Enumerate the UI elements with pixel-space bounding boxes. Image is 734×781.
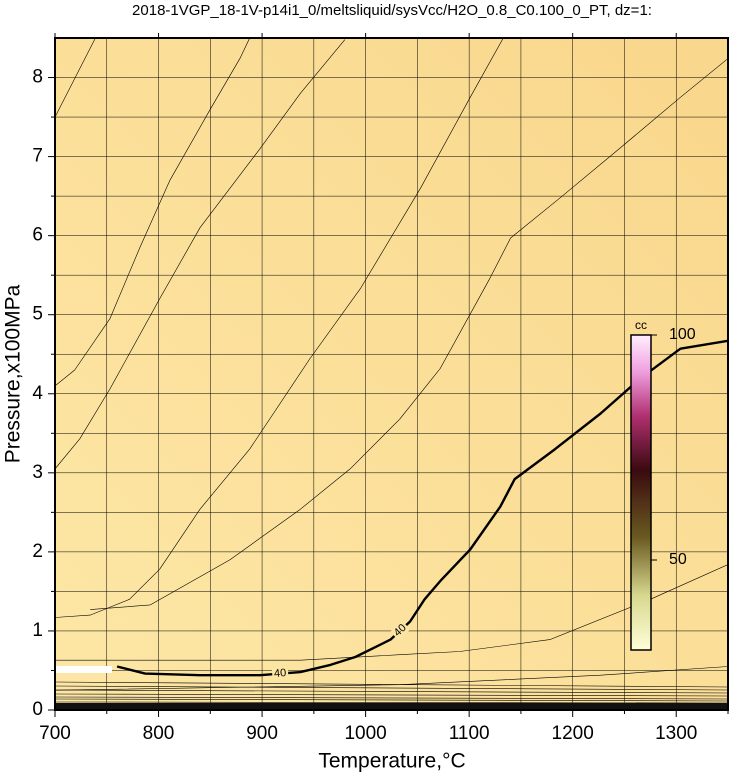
plot-background — [55, 38, 728, 710]
axes: 700 800 900 1000 1100 1200 1300 0 1 2 3 4 5 6 7 8 — [32, 33, 729, 744]
contour-label: 40 — [274, 667, 287, 680]
colorbar-label: cc — [635, 318, 647, 332]
contour-line — [55, 38, 250, 387]
y-tick-label: 2 — [32, 541, 43, 562]
colorbar: cc 50 100 — [630, 318, 696, 651]
dense-band — [55, 703, 728, 710]
contour-line — [55, 38, 504, 618]
colorbar-tick-label: 50 — [669, 551, 687, 568]
y-tick-label: 6 — [32, 225, 43, 246]
y-tick-label: 1 — [32, 620, 43, 641]
y-axis-label: Pressure,x100MPa — [2, 284, 25, 463]
y-tick-label: 8 — [32, 67, 43, 88]
x-tick-label: 1100 — [449, 723, 490, 744]
colorbar-tick-label: 100 — [669, 326, 696, 343]
contour-line — [116, 339, 728, 677]
y-tick-label: 4 — [32, 383, 43, 404]
contour-line — [55, 666, 728, 691]
low-pressure-band — [55, 666, 728, 710]
y-tick-label: 5 — [32, 304, 43, 325]
x-tick-label: 800 — [143, 723, 175, 744]
contour-label-bg — [271, 667, 289, 681]
dense-contours — [55, 681, 728, 704]
contour-label-bg — [390, 620, 411, 641]
contour-line — [90, 59, 728, 610]
x-tick-label: 900 — [246, 723, 278, 744]
x-tick-label: 1200 — [552, 723, 594, 744]
colorbar-scale — [630, 334, 652, 651]
x-tick-label: 1000 — [344, 723, 386, 744]
contour-line — [55, 39, 346, 470]
chart-title: 2018-1VGP_18-1V-p14i1_0/meltsliquid/sysV… — [132, 2, 652, 19]
y-tick-label: 3 — [32, 462, 43, 483]
x-tick-label: 700 — [39, 723, 71, 744]
y-tick-label: 0 — [32, 699, 43, 720]
x-tick-label: 1300 — [655, 723, 697, 744]
x-axis-label: Temperature,°C — [318, 750, 465, 773]
white-strip — [55, 666, 112, 673]
y-tick-label: 7 — [32, 146, 43, 167]
contour-line — [55, 38, 96, 118]
plot-frame — [54, 37, 729, 711]
